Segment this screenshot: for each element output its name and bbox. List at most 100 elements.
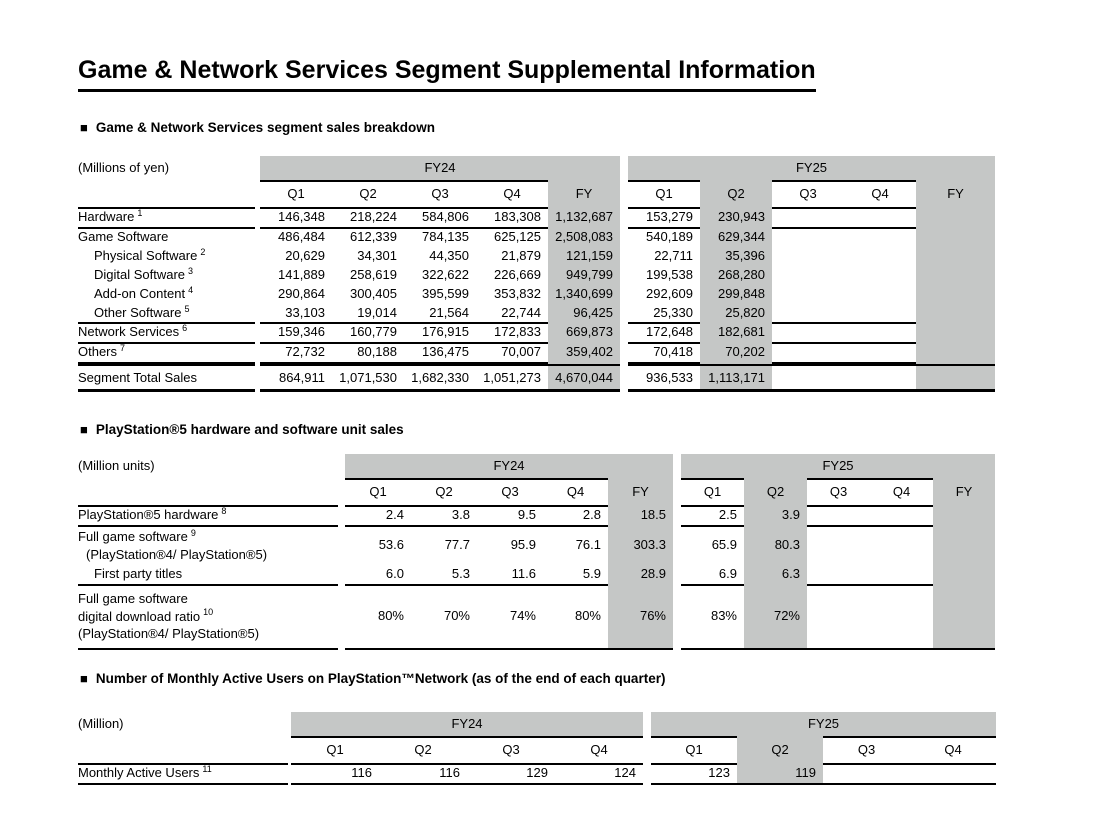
spacer [620,303,628,324]
value-cell: 80.3 [744,525,807,564]
value-cell: 11.6 [477,564,543,586]
value-cell: 74% [477,584,543,650]
spacer [620,284,628,303]
value-cell: 116 [291,763,379,785]
spacer [338,478,345,507]
col-header: Q3 [807,478,870,507]
value-cell: 2.4 [345,505,411,527]
value-cell: 6.3 [744,564,807,586]
row-label: Other Software 5 [78,303,255,324]
label-line: digital download ratio 10 [78,608,338,626]
footnote-ref: 2 [200,246,206,257]
value-cell: 359,402 [548,342,620,364]
spacer [620,322,628,344]
value-cell: 353,832 [494,286,541,301]
unit-label: (Million units) [78,458,155,473]
spacer [916,362,995,366]
spacer [620,227,628,246]
group-header-fy24: FY24 [260,156,620,182]
value-cell: 121,159 [548,246,620,265]
value-cell: 44,350 [429,248,469,263]
value-cell: 21,879 [501,248,541,263]
row-network-services: Network Services 6 159,346 160,779 176,91… [78,322,995,344]
value-cell: 395,599 [422,286,469,301]
row-label: Monthly Active Users 11 [78,763,288,785]
value-cell: 6.9 [681,564,744,586]
page-title: Game & Network Services Segment Suppleme… [78,56,816,92]
row-label: Add-on Content 4 [78,284,255,303]
value-cell [916,246,995,265]
value-cell [807,505,870,527]
section-heading-text: Game & Network Services segment sales br… [95,120,436,135]
col-header: Q1 [291,736,379,765]
sales-breakdown-table: (Millions of yen) FY24 FY25 Q1 Q2 Q3 Q4 … [78,156,995,392]
value-cell: 172,648 [628,322,700,344]
column-header-row: Q1 Q2 Q3 Q4 Q1 Q2 Q3 Q4 [78,736,996,765]
label-text: Segment Total Sales [78,370,197,385]
value-cell [870,505,933,527]
value-cell: 76.1 [575,537,601,552]
row-label: PlayStation®5 hardware 8 [78,505,338,527]
value-cell: 18.5 [608,505,673,527]
value-cell: 2.5 [681,505,744,527]
footnote-ref: 5 [184,303,190,314]
col-header: Q2 [411,478,477,507]
value-cell: 290,864 [278,286,325,301]
row-full-game-software: Full game software 9 (PlayStation®4/ Play… [78,525,995,564]
value-cell: 4,670,044 [548,366,620,392]
col-header: Q3 [467,736,555,765]
value-cell [933,584,995,650]
footnote-ref: 10 [203,607,214,618]
spacer [643,763,651,785]
value-cell: 70,202 [700,342,772,364]
footnote-ref: 3 [188,265,194,276]
unit-sales-table: (Million units) FY24 FY25 Q1 Q2 Q3 Q4 FY… [78,454,995,650]
value-cell [933,525,995,564]
value-cell: 80% [543,584,608,650]
value-cell: 784,135 [422,229,469,244]
value-cell: 218,224 [332,207,404,229]
unit-label: (Million) [78,716,124,731]
value-cell [844,265,916,284]
value-cell: 1,682,330 [404,366,476,392]
spacer [673,478,681,507]
row-other-software: Other Software 5 33,103 19,014 21,564 22,… [78,303,995,324]
spacer [620,366,628,392]
value-cell: 226,669 [494,267,541,282]
label-text: Digital Software [94,267,186,282]
section-heading-text: Number of Monthly Active Users on PlaySt… [95,671,666,686]
spacer [476,362,548,366]
value-cell [844,207,916,229]
value-cell [772,265,844,284]
value-cell: 129 [467,763,555,785]
label-line: Full game software 9 [78,528,338,546]
group-header-fy25: FY25 [628,156,995,182]
value-cell [870,525,933,564]
value-cell: 864,911 [260,366,332,392]
value-cell: 1,113,171 [700,366,772,392]
value-cell: 76% [608,584,673,650]
label-text: Other Software [94,305,182,320]
empty-cell [78,180,255,209]
value-cell [844,246,916,265]
row-label: Full game software 9 (PlayStation®4/ Play… [78,525,338,564]
value-cell: 2.8 [543,505,608,527]
value-cell: 292,609 [646,286,693,301]
col-header: Q1 [651,736,737,765]
row-label: Others 7 [78,342,255,364]
spacer [260,362,332,366]
value-cell [823,763,910,785]
col-header: Q4 [870,478,933,507]
label-text: Network Services [78,324,180,339]
row-others: Others 7 72,732 80,188 136,475 70,007 359… [78,342,995,364]
value-cell: 258,619 [350,267,397,282]
spacer [643,712,651,738]
spacer [673,454,681,480]
value-cell: 268,280 [700,265,772,284]
col-header: Q2 [744,478,807,507]
value-cell [772,303,844,324]
value-cell: 83% [681,584,744,650]
label-text: Add-on Content [94,286,186,301]
row-addon-content: Add-on Content 4 290,864 300,405 395,599 … [78,284,995,303]
